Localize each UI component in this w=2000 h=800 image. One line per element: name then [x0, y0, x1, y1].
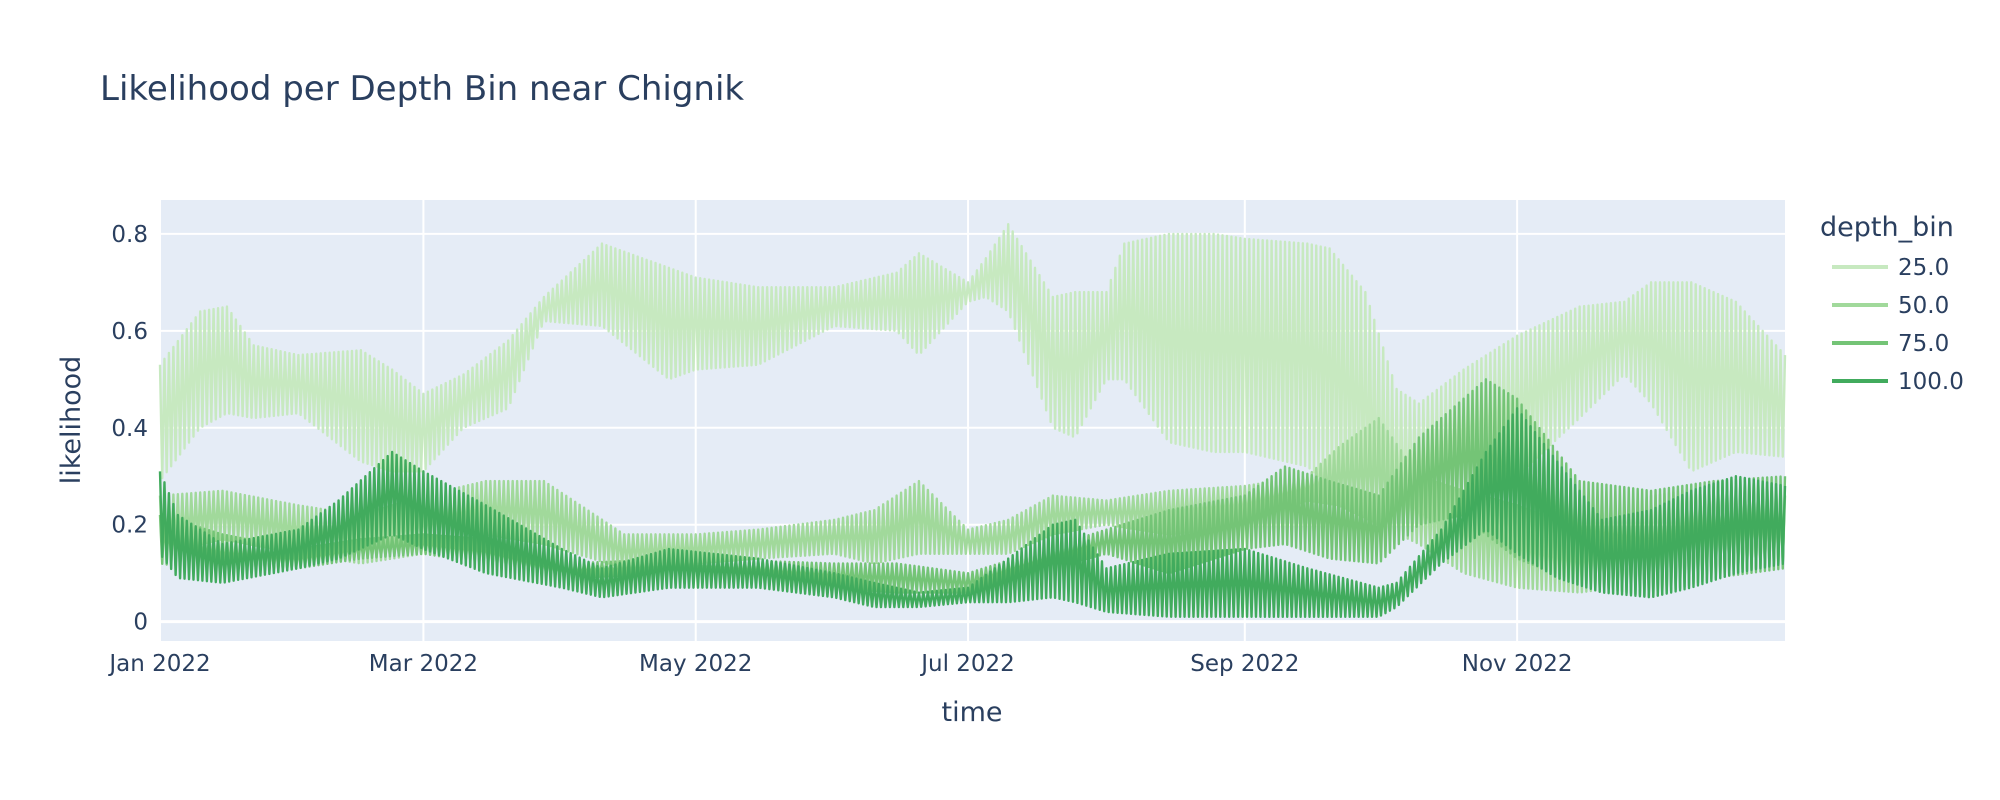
legend-label: 75.0	[1898, 331, 1949, 357]
y-tick-label: 0.8	[111, 222, 148, 248]
legend: depth_bin 25.0 50.0 75.0 100.0	[1820, 212, 1964, 395]
y-axis-title: likelihood	[56, 356, 87, 485]
x-tick-label: May 2022	[639, 651, 752, 677]
x-tick-label: Sep 2022	[1190, 651, 1299, 677]
x-tick-label: Nov 2022	[1462, 651, 1573, 677]
y-tick-label: 0	[133, 610, 148, 636]
series-line-100.0	[158, 407, 1787, 618]
y-axis-ticks: 0 0.2 0.4 0.6 0.8	[111, 222, 148, 636]
legend-label: 25.0	[1898, 255, 1949, 281]
y-tick-label: 0.6	[111, 319, 148, 345]
y-tick-label: 0.2	[111, 513, 148, 539]
legend-title: depth_bin	[1820, 212, 1954, 243]
chart-title: Likelihood per Depth Bin near Chignik	[100, 69, 744, 109]
series-layer	[158, 223, 1787, 618]
y-tick-label: 0.4	[111, 416, 148, 442]
legend-label: 100.0	[1898, 369, 1964, 395]
x-axis-ticks: Jan 2022 Mar 2022 May 2022 Jul 2022 Sep 2022…	[107, 651, 1572, 677]
x-tick-label: Mar 2022	[369, 651, 478, 677]
x-tick-label: Jul 2022	[919, 651, 1015, 677]
x-tick-label: Jan 2022	[107, 651, 210, 677]
x-axis-title: time	[941, 697, 1002, 728]
legend-label: 50.0	[1898, 293, 1949, 319]
